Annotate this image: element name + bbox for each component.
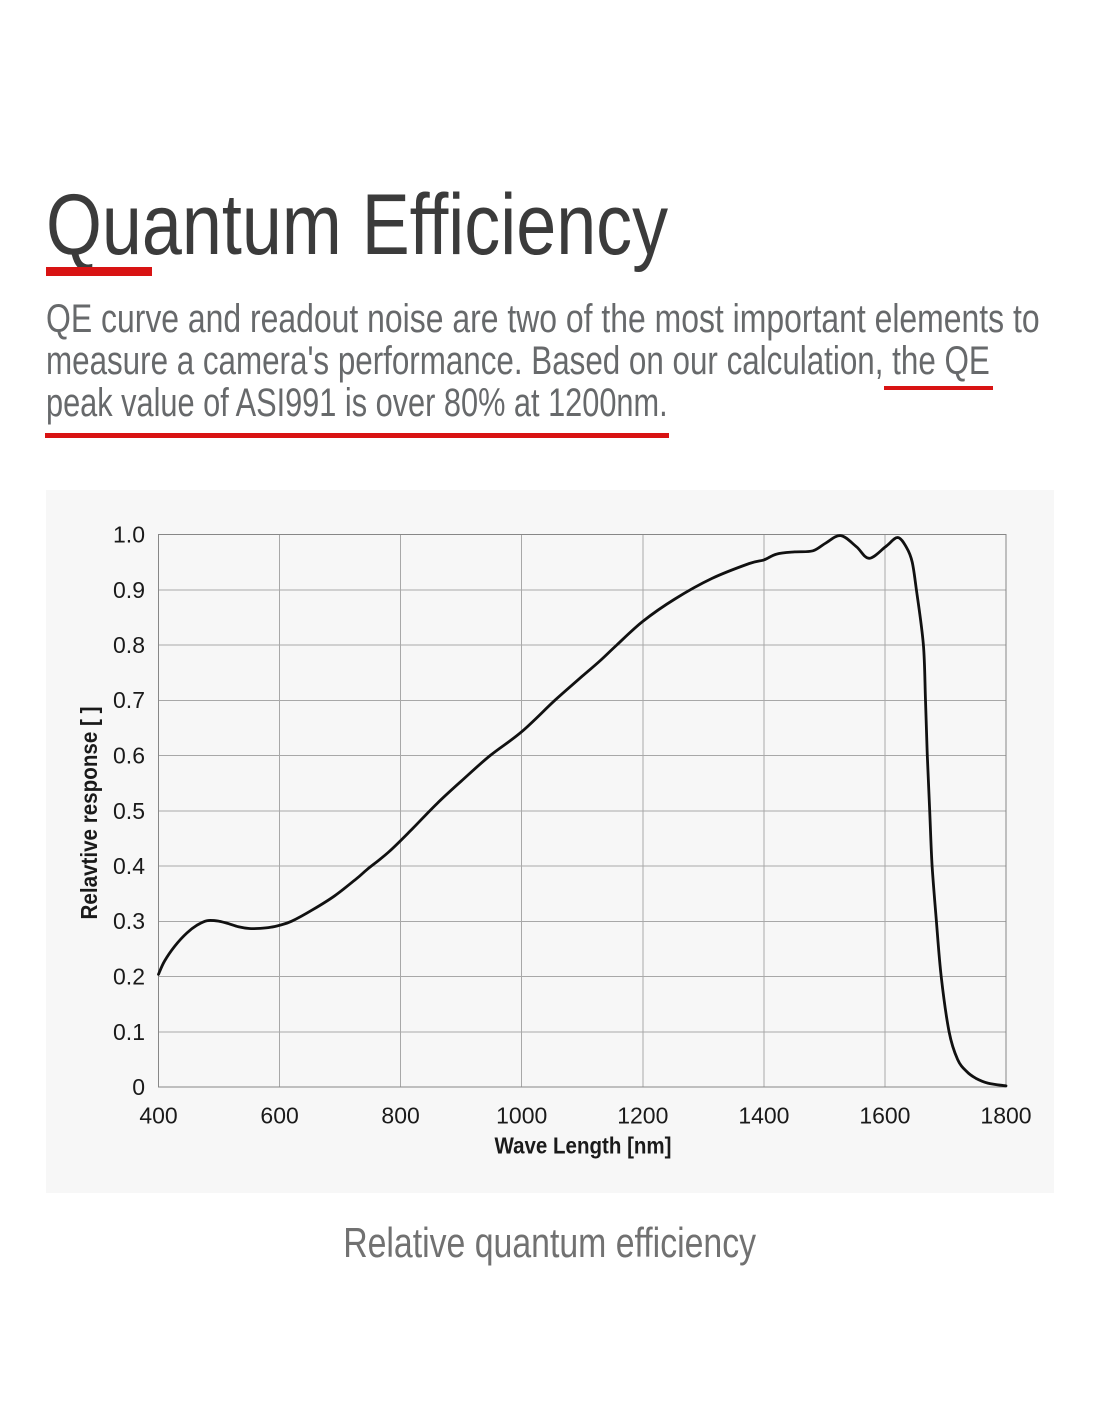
svg-text:1400: 1400 (738, 1103, 789, 1129)
svg-text:Wave Length [nm]: Wave Length [nm] (495, 1133, 672, 1159)
svg-text:0.4: 0.4 (113, 853, 145, 879)
svg-text:0.5: 0.5 (113, 798, 145, 824)
svg-text:0.2: 0.2 (113, 964, 145, 990)
svg-text:Relavtive response [ ]: Relavtive response [ ] (76, 707, 102, 920)
svg-text:0.9: 0.9 (113, 577, 145, 603)
svg-text:0.8: 0.8 (113, 632, 145, 658)
svg-text:1.0: 1.0 (113, 522, 145, 548)
svg-text:1000: 1000 (496, 1103, 547, 1129)
svg-text:0.7: 0.7 (113, 687, 145, 713)
svg-text:1600: 1600 (859, 1103, 910, 1129)
svg-text:1200: 1200 (617, 1103, 668, 1129)
svg-text:800: 800 (381, 1103, 419, 1129)
svg-text:0.3: 0.3 (113, 908, 145, 934)
svg-text:600: 600 (260, 1103, 298, 1129)
svg-text:1800: 1800 (980, 1103, 1031, 1129)
svg-text:0.1: 0.1 (113, 1019, 145, 1045)
svg-text:0.6: 0.6 (113, 743, 145, 769)
svg-text:0: 0 (132, 1074, 145, 1100)
svg-text:400: 400 (139, 1103, 177, 1129)
